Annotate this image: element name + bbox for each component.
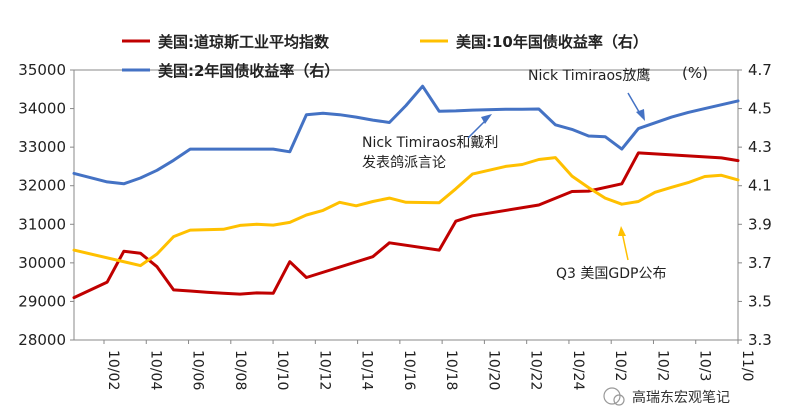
x-tick-label: 10/04 xyxy=(147,350,163,390)
legend-item-dow: 美国:道琼斯工业平均指数 xyxy=(122,33,330,51)
x-tick-label: 10/10 xyxy=(274,350,290,390)
left-axis-ticks: 35000 34000 33000 32000 31000 30000 29000 28000 xyxy=(18,61,74,349)
x-tick-label: 10/08 xyxy=(232,350,248,390)
series-line-2y xyxy=(72,84,740,186)
annotation-hawkish-arrowhead xyxy=(636,109,645,121)
watermark-text: 高瑞东宏观笔记 xyxy=(632,389,730,406)
left-tick-label: 33000 xyxy=(18,138,66,156)
legend: 美国:道琼斯工业平均指数 美国:10年国债收益率（右） 美国:2年国债收益率（右… xyxy=(122,33,648,80)
watermark-logo-icon-dot xyxy=(613,394,625,406)
x-tick-label: 10/18 xyxy=(443,350,459,390)
annotation-dovish-line2: 发表鸽派言论 xyxy=(362,154,446,171)
left-tick-label: 32000 xyxy=(18,177,66,195)
x-tick-label: 10/22 xyxy=(528,350,544,390)
x-tick-label: 10/20 xyxy=(485,350,501,390)
annotation-gdp-text: Q3 美国GDP公布 xyxy=(556,266,666,282)
annotation-dovish-arrowhead xyxy=(481,114,492,124)
watermark-logo-icon xyxy=(603,387,621,405)
legend-item-2y: 美国:2年国债收益率（右） xyxy=(122,62,339,80)
right-tick-label: 3.5 xyxy=(748,292,772,310)
series-line-dow xyxy=(72,151,740,300)
legend-label-dow: 美国:道琼斯工业平均指数 xyxy=(158,33,330,51)
annotation-hawkish: Nick Timiraos放鹰 xyxy=(528,68,650,121)
watermark: 高瑞东宏观笔记 xyxy=(603,387,730,406)
left-tick-label: 34000 xyxy=(18,100,66,118)
right-tick-label: 4.1 xyxy=(748,177,772,195)
annotation-hawkish-text: Nick Timiraos放鹰 xyxy=(528,68,650,84)
right-tick-label: 3.9 xyxy=(748,215,772,233)
x-tick-label: 10/12 xyxy=(316,350,332,390)
annotation-gdp: Q3 美国GDP公布 xyxy=(556,226,666,282)
annotation-gdp-arrow xyxy=(621,231,629,261)
x-tick-label: 10/24 xyxy=(570,350,586,390)
left-tick-label: 30000 xyxy=(18,254,66,272)
annotation-gdp-arrowhead xyxy=(618,226,626,236)
x-tick-label: 10/06 xyxy=(190,350,206,390)
right-tick-label: 3.7 xyxy=(748,254,772,272)
legend-label-2y: 美国:2年国债收益率（右） xyxy=(158,62,339,80)
left-tick-label: 31000 xyxy=(18,215,66,233)
right-axis-unit: (%) xyxy=(682,64,708,82)
legend-item-10y: 美国:10年国债收益率（右） xyxy=(420,33,648,51)
right-tick-label: 3.3 xyxy=(748,331,772,349)
left-tick-label: 35000 xyxy=(18,61,66,79)
legend-label-10y: 美国:10年国债收益率（右） xyxy=(456,33,648,51)
x-tick-label: 10/2 xyxy=(612,350,628,381)
x-tick-label: 10/14 xyxy=(359,350,375,390)
right-tick-label: 4.7 xyxy=(748,61,772,79)
x-tick-label: 10/02 xyxy=(105,350,121,390)
x-axis-ticks: 10/02 10/04 10/06 10/08 10/10 10/12 10/14 10/16… xyxy=(103,340,755,390)
right-tick-label: 4.5 xyxy=(748,100,772,118)
plot-area xyxy=(73,69,739,341)
series-lines xyxy=(72,84,740,300)
annotation-dovish-line1: Nick Timiraos和戴利 xyxy=(362,135,498,151)
left-tick-label: 29000 xyxy=(18,292,66,310)
x-tick-label: 10/3 xyxy=(697,350,713,381)
x-tick-label: 10/16 xyxy=(401,350,417,390)
left-tick-label: 28000 xyxy=(18,331,66,349)
x-tick-label: 10/2 xyxy=(654,350,670,381)
annotation-dovish: Nick Timiraos和戴利 发表鸽派言论 xyxy=(362,114,498,171)
right-tick-label: 4.3 xyxy=(748,138,772,156)
right-axis-ticks: 4.7 4.5 4.3 4.1 3.9 3.7 3.5 3.3 xyxy=(738,61,772,349)
x-tick-label: 11/0 xyxy=(739,350,755,381)
series-line-10y xyxy=(72,156,740,268)
